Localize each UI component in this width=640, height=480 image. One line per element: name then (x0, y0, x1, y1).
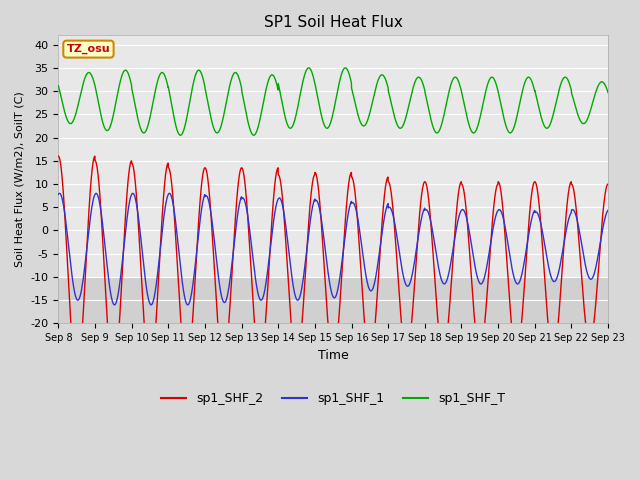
sp1_SHF_T (121, 68, 129, 73)
Line: sp1_SHF_1: sp1_SHF_1 (58, 193, 608, 305)
sp1_SHF_2 (604, 181, 612, 187)
sp1_SHF_T (479, 98, 487, 104)
sp1_SHF_2 (54, 153, 62, 159)
sp1_SHF_2 (73, 372, 81, 377)
sp1_SHF_1 (54, 192, 62, 197)
sp1_SHF_2 (436, 334, 444, 340)
sp1_SHF_1 (239, 195, 247, 201)
sp1_SHF_2 (479, 333, 487, 339)
sp1_SHF_1 (320, 235, 328, 241)
sp1_SHF_1 (111, 302, 118, 308)
Text: TZ_osu: TZ_osu (67, 44, 110, 54)
sp1_SHF_T (239, 94, 247, 99)
sp1_SHF_1 (56, 191, 63, 196)
sp1_SHF_1 (604, 207, 612, 213)
sp1_SHF_T (320, 121, 328, 127)
sp1_SHF_2 (121, 224, 129, 229)
sp1_SHF_T (54, 83, 62, 89)
Bar (58, 277, 608, 324)
Title: SP1 Soil Heat Flux: SP1 Soil Heat Flux (264, 15, 403, 30)
Line: sp1_SHF_2: sp1_SHF_2 (58, 156, 608, 374)
sp1_SHF_1 (479, 277, 487, 283)
sp1_SHF_2 (239, 168, 247, 173)
sp1_SHF_T (436, 127, 444, 133)
sp1_SHF_1 (121, 234, 129, 240)
Legend: sp1_SHF_2, sp1_SHF_1, sp1_SHF_T: sp1_SHF_2, sp1_SHF_1, sp1_SHF_T (156, 387, 510, 410)
sp1_SHF_1 (113, 297, 121, 303)
sp1_SHF_1 (436, 270, 444, 276)
sp1_SHF_T (604, 90, 612, 96)
Line: sp1_SHF_T: sp1_SHF_T (58, 68, 608, 135)
sp1_SHF_2 (320, 256, 328, 262)
sp1_SHF_2 (113, 354, 121, 360)
Y-axis label: Soil Heat Flux (W/m2), SoilT (C): Soil Heat Flux (W/m2), SoilT (C) (15, 92, 25, 267)
X-axis label: Time: Time (318, 348, 349, 362)
sp1_SHF_T (250, 132, 257, 138)
sp1_SHF_T (305, 65, 312, 71)
sp1_SHF_T (113, 96, 120, 101)
